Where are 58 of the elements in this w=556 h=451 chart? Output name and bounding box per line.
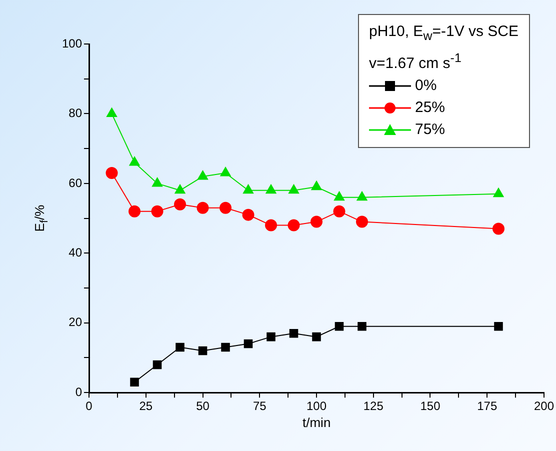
point bbox=[494, 322, 503, 331]
point bbox=[493, 188, 504, 198]
x-tick-label: 175 bbox=[477, 399, 498, 414]
point bbox=[333, 205, 346, 218]
y-tick-label: 20 bbox=[68, 315, 82, 330]
point bbox=[152, 360, 162, 370]
legend-title: pH10, E$_{w}$=-1V vs SCE v=1.67 cm s$^{-1}$ bbox=[368, 22, 518, 74]
point bbox=[334, 322, 344, 331]
point bbox=[220, 166, 231, 176]
point bbox=[196, 202, 209, 214]
x-tick-label: 100 bbox=[306, 399, 327, 414]
point bbox=[106, 166, 118, 179]
point bbox=[288, 184, 300, 194]
point bbox=[311, 180, 322, 190]
point bbox=[106, 108, 118, 117]
point bbox=[310, 216, 323, 228]
x-tick-label: 150 bbox=[420, 399, 441, 414]
x-tick-label: 25 bbox=[139, 399, 153, 414]
point bbox=[130, 378, 139, 387]
point bbox=[198, 170, 208, 180]
point bbox=[176, 342, 184, 352]
point bbox=[265, 219, 278, 232]
point bbox=[358, 322, 366, 331]
legend-label: 25% bbox=[414, 98, 446, 118]
legend-label: 0% bbox=[414, 76, 437, 96]
x-tick-label: 50 bbox=[196, 399, 210, 414]
point bbox=[174, 184, 186, 194]
point bbox=[356, 216, 368, 228]
y-tick-label: 0 bbox=[75, 384, 82, 399]
point bbox=[242, 184, 254, 194]
y-tick-label: 60 bbox=[68, 176, 82, 190]
point bbox=[221, 342, 230, 352]
point bbox=[266, 184, 276, 194]
point bbox=[492, 222, 504, 235]
point bbox=[174, 198, 186, 210]
point bbox=[288, 219, 300, 232]
point bbox=[242, 208, 254, 221]
point bbox=[356, 191, 368, 201]
point bbox=[152, 177, 163, 187]
point bbox=[244, 339, 253, 348]
legend-label: 75% bbox=[414, 120, 446, 140]
x-tick-label: 125 bbox=[363, 399, 384, 414]
point bbox=[198, 346, 208, 356]
point bbox=[129, 156, 140, 166]
x-tick-label: 75 bbox=[252, 399, 267, 414]
x-tick-label: 0 bbox=[86, 399, 93, 414]
point bbox=[334, 191, 345, 201]
point bbox=[220, 202, 232, 214]
point bbox=[289, 328, 298, 338]
point bbox=[128, 205, 141, 218]
y-tick-label: 40 bbox=[68, 245, 82, 260]
point bbox=[266, 332, 276, 342]
x-tick-label: 200 bbox=[534, 399, 554, 414]
point bbox=[151, 205, 164, 218]
y-tick-label: 80 bbox=[68, 106, 82, 120]
point bbox=[312, 332, 321, 342]
x-axis-title: t/min bbox=[302, 414, 331, 430]
y-tick-label: 100 bbox=[62, 36, 82, 50]
